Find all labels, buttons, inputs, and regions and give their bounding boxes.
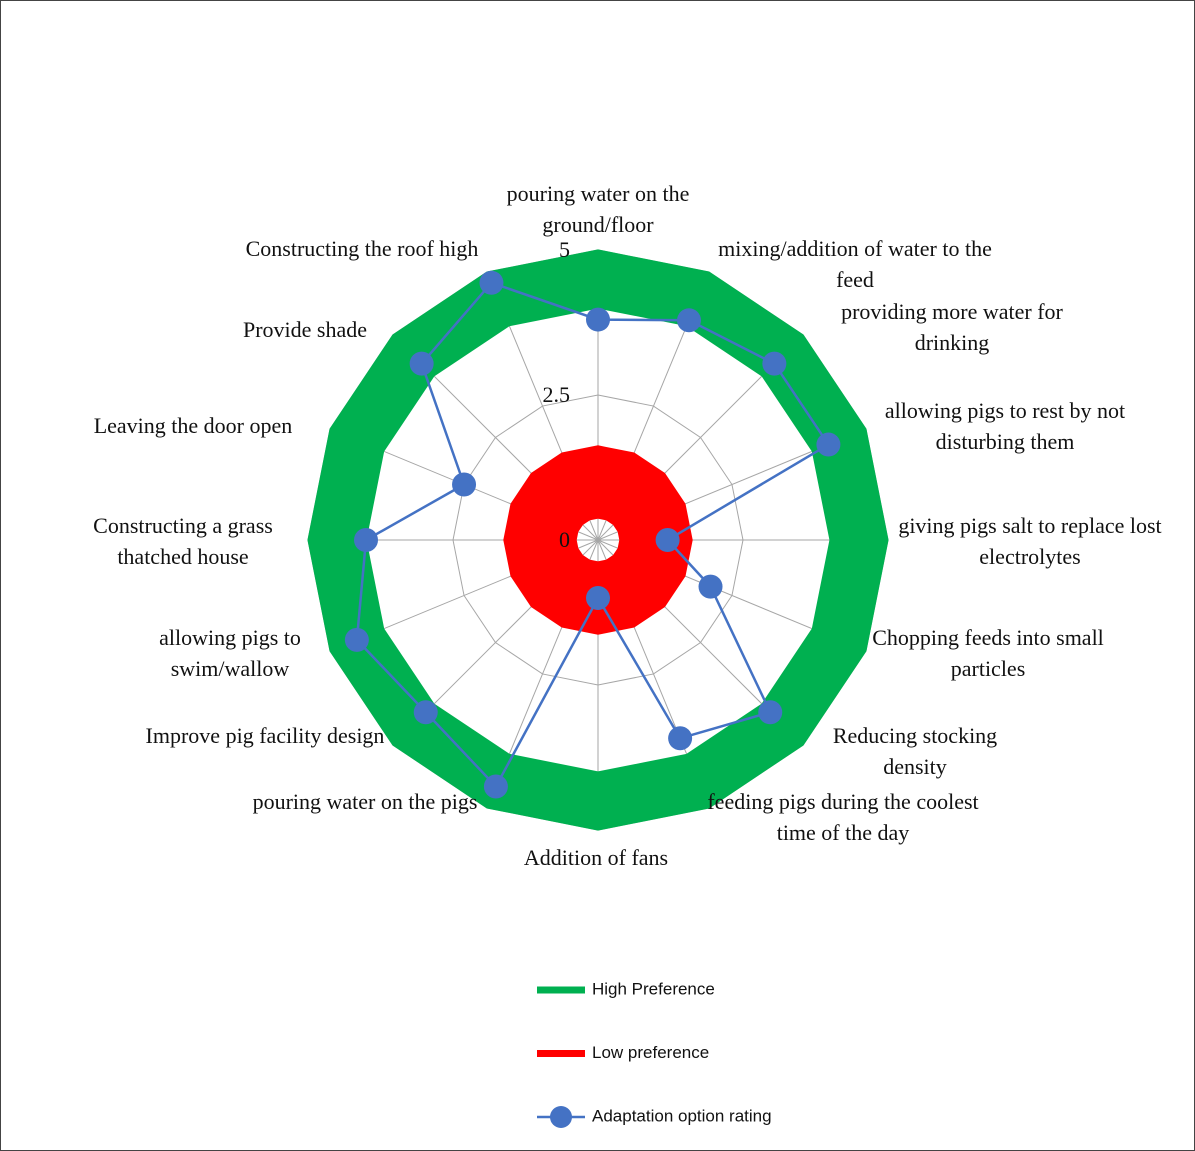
r-tick-label: 0 xyxy=(559,527,570,552)
category-label: Constructing a grass thatched house xyxy=(93,513,273,569)
marker xyxy=(586,586,610,610)
marker xyxy=(668,726,693,751)
category-label: allowing pigs to swim/wallow xyxy=(159,625,301,681)
category-label: Improve pig facility design xyxy=(145,723,385,748)
category-label: Chopping feeds into small particles xyxy=(872,625,1104,681)
legend-label: High Preference xyxy=(592,979,715,998)
legend-label: Adaptation option rating xyxy=(592,1106,772,1125)
marker xyxy=(354,528,378,552)
legend-marker xyxy=(550,1106,572,1128)
legend-label: Low preference xyxy=(592,1043,709,1062)
marker xyxy=(816,432,841,457)
category-label: mixing/addition of water to the feed xyxy=(718,236,992,292)
category-label: Provide shade xyxy=(242,317,368,342)
category-label: giving pigs salt to replace lost electro… xyxy=(898,513,1162,569)
marker xyxy=(762,351,787,376)
category-label: pouring water on the pigs xyxy=(252,789,478,814)
category-label: pouring water on the ground/floor xyxy=(506,181,690,237)
r-tick-label: 2.5 xyxy=(543,382,571,407)
marker xyxy=(758,700,783,725)
marker xyxy=(677,308,702,333)
series-line xyxy=(307,249,889,831)
marker xyxy=(344,627,369,652)
marker xyxy=(409,351,434,376)
marker xyxy=(452,472,477,497)
marker xyxy=(655,528,680,552)
marker xyxy=(479,270,504,295)
marker xyxy=(413,700,438,725)
category-label: providing more water for drinking xyxy=(841,299,1063,355)
category-label: Addition of fans xyxy=(523,845,669,870)
category-label: Reducing stocking density xyxy=(832,723,998,779)
category-label: allowing pigs to rest by not disturbing … xyxy=(884,398,1126,454)
marker xyxy=(586,307,610,332)
marker xyxy=(698,574,723,599)
category-label: Leaving the door open xyxy=(93,413,293,438)
marker xyxy=(483,774,508,799)
grid-line xyxy=(452,394,744,686)
category-label: feeding pigs during the coolest time of … xyxy=(707,789,979,845)
category-label: Constructing the roof high xyxy=(245,236,479,261)
r-tick-label: 5 xyxy=(559,237,570,262)
